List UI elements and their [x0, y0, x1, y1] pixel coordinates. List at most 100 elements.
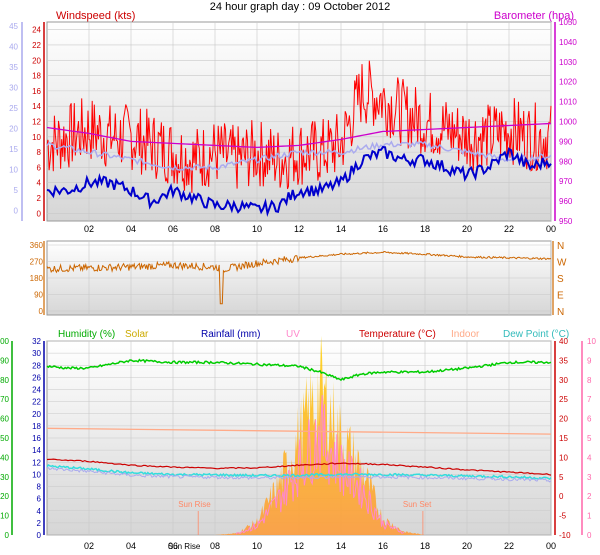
indoor-line	[46, 427, 552, 435]
y-tick-label: 20	[32, 56, 41, 65]
wind-avg-line	[46, 145, 552, 218]
y-tick-label: 8	[37, 148, 42, 157]
sun-marker-label: Sun Set	[403, 500, 432, 509]
y-tick-label: 20	[32, 410, 41, 419]
x-tick-label: 16	[378, 224, 388, 234]
legend-uv: UV	[286, 329, 300, 340]
y-tick-label: 30	[9, 84, 18, 93]
y-tick-label: 4	[37, 507, 42, 516]
humidity-line	[46, 358, 552, 382]
x-tick-label: 02	[84, 224, 94, 234]
uv-line	[235, 395, 405, 535]
y-tick-label: 1050	[559, 18, 577, 27]
y-tick-label: 35	[9, 63, 18, 72]
barometer-label: Barometer (hpa)	[494, 10, 574, 22]
barometer-line	[46, 122, 552, 149]
y-tick-label: 14	[32, 446, 41, 455]
y-tick-label: 270	[30, 258, 44, 267]
y-tick-label: 35	[559, 356, 568, 365]
y-tick-label: 10	[0, 512, 9, 521]
y-tick-label: 950	[559, 217, 573, 226]
sun-marker-label: Sun Rise	[178, 500, 211, 509]
y-tick-label: 1000	[559, 118, 577, 127]
y-tick-label: 70	[0, 395, 9, 404]
y-tick-label: 4	[37, 179, 42, 188]
y-tick-label: 2	[587, 492, 592, 501]
y-tick-label: 990	[559, 137, 573, 146]
x-tick-label: 08	[210, 224, 220, 234]
y-tick-label: 50	[0, 434, 9, 443]
y-tick-label: 1010	[559, 98, 577, 107]
y-tick-label: 32	[32, 337, 41, 346]
y-tick-label: 40	[9, 43, 18, 52]
x-tick-label: 00	[546, 224, 556, 234]
legend: Humidity (%) Solar Rainfall (mm) UV Temp…	[58, 329, 569, 340]
solar-area	[194, 335, 425, 535]
x-tick-label: 10	[252, 541, 262, 551]
y-tick-label: 1	[587, 512, 592, 521]
y-tick-label: 60	[0, 415, 9, 424]
legend-indoor: Indoor	[451, 329, 480, 340]
y-tick-label: 3	[587, 473, 592, 482]
y-tick-label: 14	[32, 102, 41, 111]
windspeed-label: Windspeed (kts)	[56, 10, 135, 22]
x-tick-label: 18	[420, 224, 430, 234]
compass-label: E	[557, 291, 564, 302]
y-tick-label: 30	[559, 376, 568, 385]
y-tick-label: 28	[32, 361, 41, 370]
y-tick-label: 0	[14, 207, 19, 216]
y-tick-label: 24	[32, 386, 41, 395]
y-tick-label: 20	[559, 415, 568, 424]
y-tick-label: 45	[9, 22, 18, 31]
y-tick-label: 22	[32, 41, 41, 50]
y-tick-label: 360	[30, 241, 44, 250]
y-tick-label: 0	[559, 492, 564, 501]
y-tick-label: 8	[37, 483, 42, 492]
y-tick-label: 100	[0, 337, 10, 346]
y-tick-label: 12	[32, 118, 41, 127]
y-tick-label: -10	[559, 531, 571, 540]
y-tick-label: 5	[559, 473, 564, 482]
legend-rainfall: Rainfall (mm)	[201, 329, 260, 340]
y-tick-label: 0	[37, 209, 42, 218]
y-tick-label: 10	[587, 337, 596, 346]
direction-line	[46, 250, 552, 305]
y-tick-label: 18	[32, 422, 41, 431]
compass-label: S	[557, 274, 564, 285]
temperature-line	[46, 458, 552, 476]
y-tick-label: 1020	[559, 78, 577, 87]
y-tick-label: 24	[32, 26, 41, 35]
sun-marker-label: Sun Rise	[168, 542, 201, 551]
x-tick-label: 22	[504, 541, 514, 551]
y-tick-label: 9	[587, 356, 592, 365]
y-tick-label: 0	[39, 307, 44, 316]
y-tick-label: 2	[37, 519, 42, 528]
x-tick-label: 00	[546, 541, 556, 551]
y-tick-label: 15	[9, 145, 18, 154]
compass-label: N	[557, 241, 564, 252]
x-tick-label: 20	[462, 224, 472, 234]
y-tick-label: 970	[559, 177, 573, 186]
x-tick-label: 14	[336, 541, 346, 551]
y-tick-label: 1040	[559, 38, 577, 47]
y-tick-label: 2	[37, 194, 42, 203]
y-tick-label: 10	[559, 453, 568, 462]
y-tick-label: 25	[9, 104, 18, 113]
x-tick-label: 12	[294, 224, 304, 234]
y-tick-label: 10	[32, 470, 41, 479]
y-tick-label: -5	[559, 512, 567, 521]
legend-temperature: Temperature (°C)	[359, 329, 436, 340]
x-tick-label: 12	[294, 541, 304, 551]
y-tick-label: 4	[587, 453, 592, 462]
y-tick-label: 20	[0, 492, 9, 501]
y-tick-label: 6	[37, 163, 42, 172]
y-tick-label: 8	[587, 376, 592, 385]
x-tick-label: 16	[378, 541, 388, 551]
y-tick-label: 15	[559, 434, 568, 443]
x-tick-label: 18	[420, 541, 430, 551]
y-tick-label: 1030	[559, 58, 577, 67]
legend-humidity: Humidity (%)	[58, 329, 115, 340]
x-tick-label: 06	[168, 541, 178, 551]
y-tick-label: 980	[559, 157, 573, 166]
